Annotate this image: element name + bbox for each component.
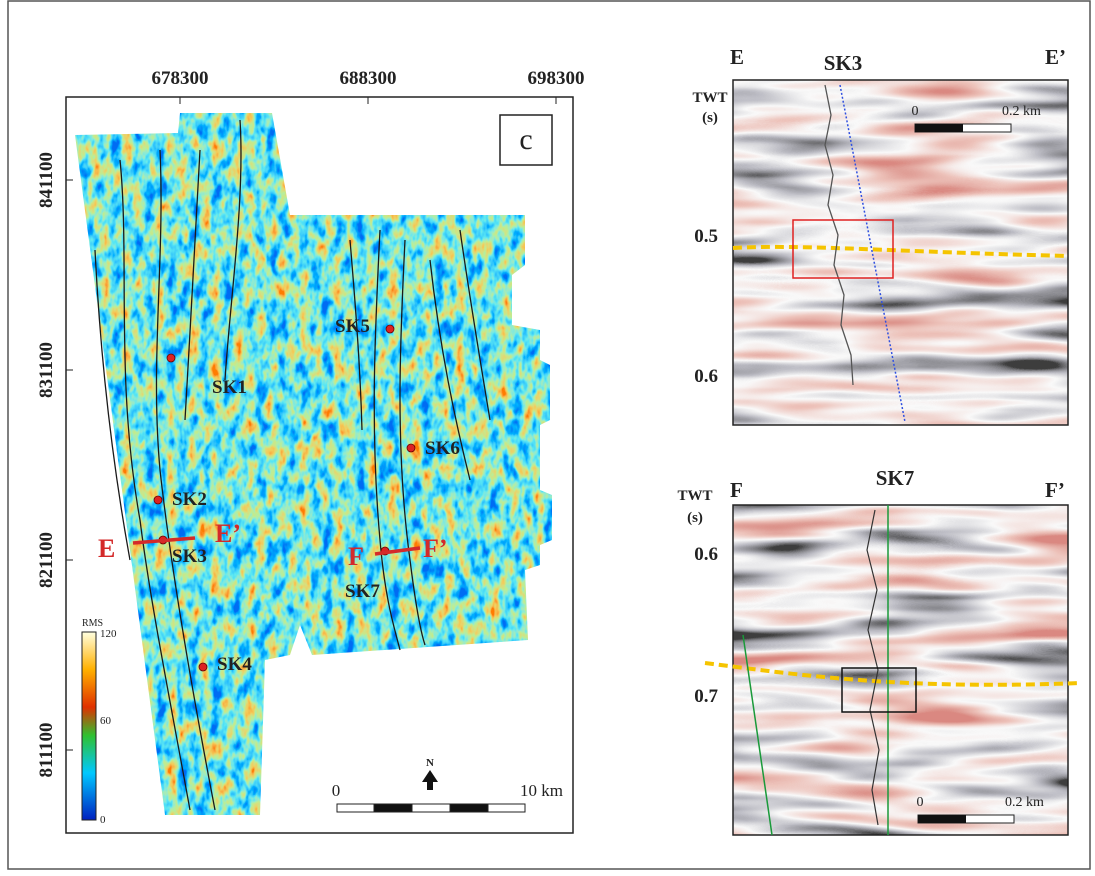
axis-label: (s)	[687, 510, 703, 526]
section-end: F’	[423, 534, 448, 563]
panel-label: c	[519, 123, 532, 156]
scale-end: 0.2 km	[1002, 104, 1041, 119]
y-tick-label: 821100	[36, 532, 57, 588]
scale-end: 10 km	[520, 781, 563, 800]
section-start: F	[730, 478, 743, 502]
scale-start: 0	[332, 781, 341, 800]
y-tick-label: 831100	[36, 342, 57, 398]
section-start: F	[348, 542, 364, 571]
colorbar-tick: 0	[100, 814, 106, 826]
axis-label: (s)	[702, 110, 718, 126]
section-e: E E’ SK3 TWT (s) 0.5 0.6 0 0.2 km	[692, 45, 1068, 425]
y-tick-label: 811100	[36, 723, 57, 778]
x-tick-label: 678300	[152, 68, 209, 89]
colorbar	[82, 632, 96, 820]
y-tick-label: 0.6	[694, 544, 718, 565]
seismic-image	[733, 80, 1068, 425]
colorbar-tick: 120	[100, 628, 117, 640]
seismic-image	[733, 505, 1068, 835]
well-label: SK4	[217, 654, 252, 675]
y-tick-label: 0.7	[694, 686, 718, 707]
axis-label: TWT	[677, 488, 712, 504]
figure: c 678300 688300 698300 841100 831100 821…	[0, 0, 1095, 871]
axis-label: TWT	[692, 90, 727, 106]
well-label: SK2	[172, 489, 207, 510]
section-end: F’	[1045, 478, 1065, 502]
section-f: F F’ SK7 TWT (s) 0.6 0.7 0 0.2 km	[677, 466, 1080, 835]
scale-bar	[337, 804, 525, 812]
x-tick-label: 698300	[528, 68, 585, 89]
scale-start: 0	[917, 795, 924, 810]
scale-end: 0.2 km	[1005, 795, 1044, 810]
map-panel: c 678300 688300 698300 841100 831100 821…	[36, 68, 585, 833]
x-tick-label: 688300	[340, 68, 397, 89]
north-label: N	[426, 757, 434, 769]
colorbar-tick: 60	[100, 715, 112, 727]
well-label: SK3	[172, 546, 207, 567]
well-label: SK1	[212, 377, 247, 398]
well-label: SK3	[824, 51, 863, 75]
section-end: E’	[215, 519, 241, 548]
well-label: SK5	[335, 316, 370, 337]
section-end: E’	[1045, 45, 1066, 69]
well-label: SK6	[425, 438, 460, 459]
y-tick-label: 841100	[36, 152, 57, 208]
section-start: E	[730, 45, 744, 69]
scale-start: 0	[912, 104, 919, 119]
section-start: E	[98, 534, 115, 563]
y-tick-label: 0.5	[694, 226, 718, 247]
well-label: SK7	[876, 466, 915, 490]
well-label: SK7	[345, 581, 380, 602]
y-tick-label: 0.6	[694, 366, 718, 387]
